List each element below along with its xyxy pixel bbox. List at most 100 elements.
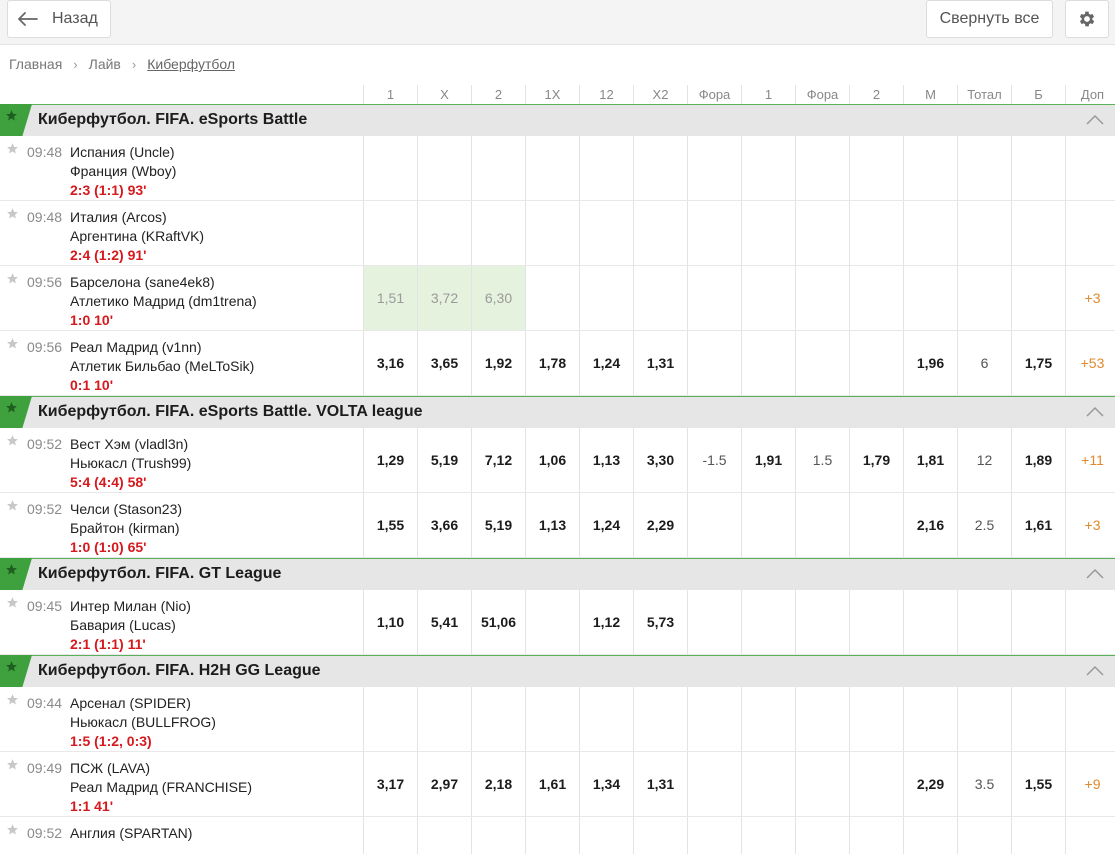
odds-cell-total[interactable]: 3.5 (957, 752, 1011, 816)
odds-cell-1[interactable]: 3,17 (363, 752, 417, 816)
match-row[interactable]: 09:56 Реал Мадрид (v1nn) Атлетик Бильбао (… (0, 331, 1115, 396)
odds-cell-x[interactable]: 5,41 (417, 590, 471, 654)
odds-cell-total-over[interactable]: 1,55 (1011, 752, 1065, 816)
league-header[interactable]: Киберфутбол. FIFA. GT League (0, 558, 1115, 590)
breadcrumb-cybersport[interactable]: Киберфутбол (147, 56, 236, 72)
chevron-up-icon[interactable] (1085, 114, 1105, 126)
star-icon[interactable] (5, 563, 18, 576)
odds-cell-1x[interactable]: 1,13 (525, 493, 579, 557)
favorite-star-icon[interactable] (6, 596, 19, 609)
odds-cell-total-under[interactable]: 2,16 (903, 493, 957, 557)
more-markets-link[interactable]: +3 (1065, 493, 1115, 557)
league-favorite-flag[interactable] (0, 558, 32, 590)
match-row[interactable]: 09:48 Испания (Uncle) Франция (Wboy) 2:3 (1… (0, 136, 1115, 201)
match-row[interactable]: 09:48 Италия (Arcos) Аргентина (KRaftVK) 2:… (0, 201, 1115, 266)
more-markets-link[interactable]: +11 (1065, 428, 1115, 492)
odds-cell-x[interactable]: 5,19 (417, 428, 471, 492)
odds-cell-2[interactable]: 7,12 (471, 428, 525, 492)
more-markets-link[interactable]: +53 (1065, 331, 1115, 395)
league-favorite-flag[interactable] (0, 104, 32, 136)
more-markets-link (1065, 687, 1115, 751)
favorite-star-icon[interactable] (6, 207, 19, 220)
odds-cell-handicap1-odd[interactable]: 1,91 (741, 428, 795, 492)
odds-cell-x2[interactable]: 3,30 (633, 428, 687, 492)
odds-cell-1[interactable]: 1,55 (363, 493, 417, 557)
more-markets-link[interactable]: +9 (1065, 752, 1115, 816)
odds-cell-total-over[interactable]: 1,89 (1011, 428, 1065, 492)
odds-cell-2[interactable]: 1,92 (471, 331, 525, 395)
breadcrumb-live[interactable]: Лайв (88, 56, 121, 72)
star-icon[interactable] (5, 660, 18, 673)
home-team: Англия (SPARTAN) (70, 825, 193, 841)
odds-cell-handicap1[interactable]: -1.5 (687, 428, 741, 492)
odds-cell-1x[interactable]: 1,78 (525, 331, 579, 395)
odds-cell-12[interactable]: 1,34 (579, 752, 633, 816)
odds-cell-total-under[interactable]: 1,96 (903, 331, 957, 395)
star-icon[interactable] (5, 401, 18, 414)
odds-cell-x[interactable]: 3,66 (417, 493, 471, 557)
more-markets-link[interactable]: +3 (1065, 266, 1115, 330)
odds-cell-12[interactable]: 1,24 (579, 331, 633, 395)
odds-cell-12[interactable]: 1,13 (579, 428, 633, 492)
odds-cell-total-over[interactable]: 1,75 (1011, 331, 1065, 395)
star-icon[interactable] (5, 109, 18, 122)
league-favorite-flag[interactable] (0, 655, 32, 687)
odds-cell-1[interactable]: 1,51 (363, 266, 417, 330)
match-row[interactable]: 09:44 Арсенал (SPIDER) Ньюкасл (BULLFROG) 1… (0, 687, 1115, 752)
odds-cell-total[interactable]: 12 (957, 428, 1011, 492)
odds-cell-total[interactable]: 2.5 (957, 493, 1011, 557)
odds-cell-handicap2-odd[interactable]: 1,79 (849, 428, 903, 492)
match-row[interactable]: 09:45 Интер Милан (Nio) Бавария (Lucas) 2:1… (0, 590, 1115, 655)
odds-cell-2[interactable]: 5,19 (471, 493, 525, 557)
home-team: Интер Милан (Nio) (70, 598, 191, 614)
odds-cell-total-under[interactable]: 1,81 (903, 428, 957, 492)
match-row[interactable]: 09:49 ПСЖ (LAVA) Реал Мадрид (FRANCHISE) 1:… (0, 752, 1115, 817)
odds-cell-12[interactable]: 1,24 (579, 493, 633, 557)
odds-cell-12 (579, 687, 633, 751)
favorite-star-icon[interactable] (6, 823, 19, 836)
league-favorite-flag[interactable] (0, 396, 32, 428)
odds-cell-x[interactable]: 2,97 (417, 752, 471, 816)
odds-cell-1x[interactable]: 1,61 (525, 752, 579, 816)
odds-cell-x2[interactable]: 2,29 (633, 493, 687, 557)
league-header[interactable]: Киберфутбол. FIFA. eSports Battle. VOLTA… (0, 396, 1115, 428)
match-row[interactable]: 09:52 Вест Хэм (vladl3n) Ньюкасл (Trush99)… (0, 428, 1115, 493)
chevron-up-icon[interactable] (1085, 665, 1105, 677)
odds-cell-12[interactable]: 1,12 (579, 590, 633, 654)
odds-cell-x[interactable]: 3,72 (417, 266, 471, 330)
match-row[interactable]: 09:52 Челси (Stason23) Брайтон (kirman) 1:0… (0, 493, 1115, 558)
odds-cell-x[interactable]: 3,65 (417, 331, 471, 395)
odds-cell-x2[interactable]: 1,31 (633, 331, 687, 395)
odds-cell-1[interactable]: 3,16 (363, 331, 417, 395)
favorite-star-icon[interactable] (6, 272, 19, 285)
odds-cell-2[interactable]: 51,06 (471, 590, 525, 654)
favorite-star-icon[interactable] (6, 693, 19, 706)
favorite-star-icon[interactable] (6, 337, 19, 350)
league-header[interactable]: Киберфутбол. FIFA. eSports Battle (0, 104, 1115, 136)
odds-cell-total-over[interactable]: 1,61 (1011, 493, 1065, 557)
back-button[interactable]: Назад (7, 0, 111, 38)
odds-cell-2[interactable]: 6,30 (471, 266, 525, 330)
match-row[interactable]: 09:52 Англия (SPARTAN) (0, 817, 1115, 854)
odds-cell-1x[interactable]: 1,06 (525, 428, 579, 492)
odds-cell-x2[interactable]: 1,31 (633, 752, 687, 816)
odds-cell-handicap2[interactable]: 1.5 (795, 428, 849, 492)
favorite-star-icon[interactable] (6, 434, 19, 447)
chevron-up-icon[interactable] (1085, 406, 1105, 418)
odds-cell-1[interactable]: 1,10 (363, 590, 417, 654)
odds-cell-total-under[interactable]: 2,29 (903, 752, 957, 816)
favorite-star-icon[interactable] (6, 758, 19, 771)
odds-cell-x2[interactable]: 5,73 (633, 590, 687, 654)
breadcrumb-home[interactable]: Главная (9, 56, 63, 72)
favorite-star-icon[interactable] (6, 142, 19, 155)
odds-cell-total[interactable]: 6 (957, 331, 1011, 395)
odds-cell-total-over (1011, 266, 1065, 330)
settings-button[interactable] (1065, 0, 1109, 38)
league-header[interactable]: Киберфутбол. FIFA. H2H GG League (0, 655, 1115, 687)
match-row[interactable]: 09:56 Барселона (sane4ek8) Атлетико Мадрид… (0, 266, 1115, 331)
collapse-all-button[interactable]: Свернуть все (926, 0, 1053, 38)
odds-cell-2[interactable]: 2,18 (471, 752, 525, 816)
odds-cell-1[interactable]: 1,29 (363, 428, 417, 492)
chevron-up-icon[interactable] (1085, 568, 1105, 580)
favorite-star-icon[interactable] (6, 499, 19, 512)
